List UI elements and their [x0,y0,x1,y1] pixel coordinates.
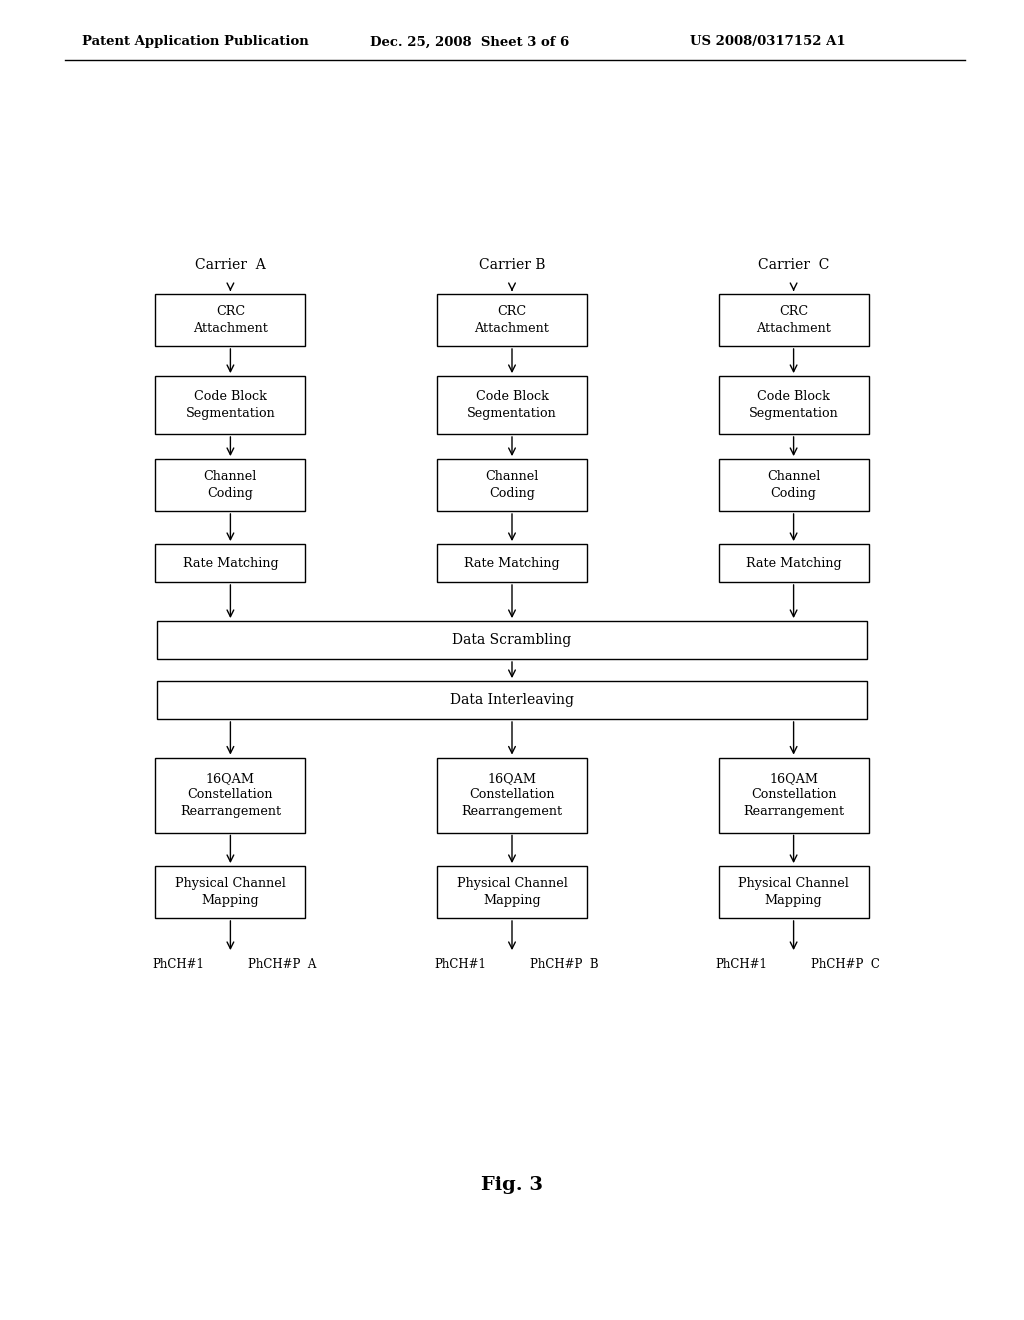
Bar [156,376,305,434]
Text: Code Block
Segmentation: Code Block Segmentation [185,391,275,420]
Text: Physical Channel
Mapping: Physical Channel Mapping [175,878,286,907]
Text: PhCH#1: PhCH#1 [716,958,768,972]
Text: Rate Matching: Rate Matching [182,557,279,569]
Text: PhCH#P  C: PhCH#P C [811,958,880,972]
Text: Fig. 3: Fig. 3 [481,1176,543,1195]
Bar [157,620,867,659]
Text: Physical Channel
Mapping: Physical Channel Mapping [738,878,849,907]
Bar [437,758,587,833]
Text: CRC
Attachment: CRC Attachment [193,305,268,335]
Text: 16QAM
Constellation
Rearrangement: 16QAM Constellation Rearrangement [743,772,844,818]
Text: Data Scrambling: Data Scrambling [453,634,571,647]
Bar [437,866,587,917]
Bar [437,376,587,434]
Text: PhCH#P  B: PhCH#P B [529,958,598,972]
Bar [719,866,868,917]
Bar [719,376,868,434]
Text: CRC
Attachment: CRC Attachment [474,305,550,335]
Text: Rate Matching: Rate Matching [464,557,560,569]
Text: US 2008/0317152 A1: US 2008/0317152 A1 [690,36,846,49]
Text: PhCH#1: PhCH#1 [434,958,486,972]
Text: Patent Application Publication: Patent Application Publication [82,36,309,49]
Text: Rate Matching: Rate Matching [745,557,842,569]
Text: Channel
Coding: Channel Coding [485,470,539,500]
Text: Data Interleaving: Data Interleaving [450,693,574,708]
Text: Carrier  A: Carrier A [195,257,266,272]
Text: Physical Channel
Mapping: Physical Channel Mapping [457,878,567,907]
Text: Carrier B: Carrier B [479,257,545,272]
Text: PhCH#1: PhCH#1 [153,958,205,972]
Bar [437,459,587,511]
Bar [156,544,305,582]
Bar [719,544,868,582]
Text: Channel
Coding: Channel Coding [767,470,820,500]
Text: Channel
Coding: Channel Coding [204,470,257,500]
Text: 16QAM
Constellation
Rearrangement: 16QAM Constellation Rearrangement [462,772,562,818]
Text: 16QAM
Constellation
Rearrangement: 16QAM Constellation Rearrangement [180,772,281,818]
Bar [437,294,587,346]
Bar [719,294,868,346]
Bar [156,866,305,917]
Text: Code Block
Segmentation: Code Block Segmentation [467,391,557,420]
Bar [437,544,587,582]
Bar [157,681,867,719]
Text: CRC
Attachment: CRC Attachment [756,305,831,335]
Text: Carrier  C: Carrier C [758,257,829,272]
Bar [156,294,305,346]
Text: PhCH#P  A: PhCH#P A [248,958,316,972]
Bar [719,459,868,511]
Bar [156,758,305,833]
Text: Dec. 25, 2008  Sheet 3 of 6: Dec. 25, 2008 Sheet 3 of 6 [370,36,569,49]
Bar [719,758,868,833]
Bar [156,459,305,511]
Text: Code Block
Segmentation: Code Block Segmentation [749,391,839,420]
